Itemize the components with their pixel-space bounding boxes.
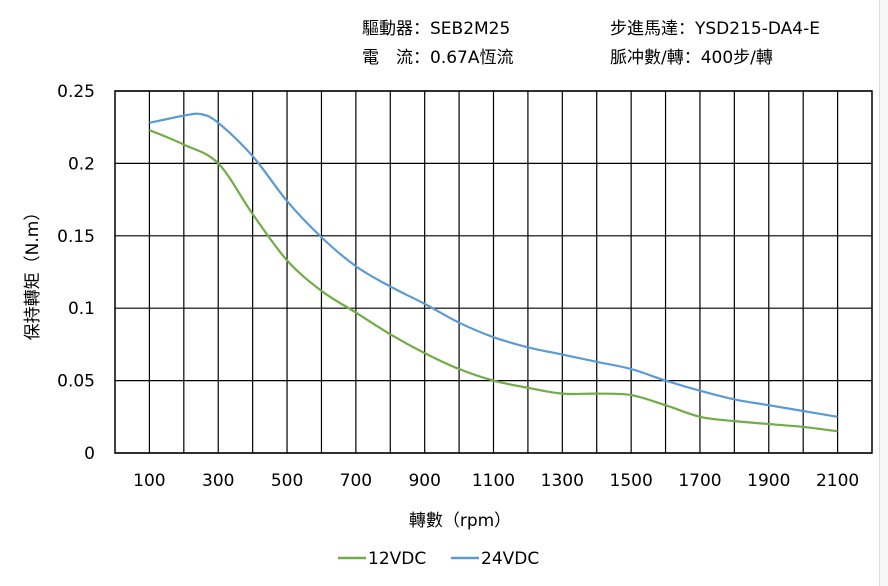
scrollbar-edge — [879, 0, 888, 586]
y-tick-label: 0.1 — [68, 299, 95, 319]
series-line-12VDC — [148, 129, 838, 433]
x-tick-label: 2100 — [816, 471, 859, 491]
x-tick-label: 1500 — [610, 471, 653, 491]
x-tick-label: 900 — [408, 471, 440, 491]
current-info: 電 流：0.67A恆流 — [362, 43, 513, 68]
y-axis-label: 保持轉矩（N.m） — [23, 204, 43, 341]
y-tick-label: 0.25 — [57, 82, 95, 102]
current-value: 0.67A恆流 — [430, 48, 514, 68]
current-label: 電 流： — [362, 48, 430, 68]
driver-label: 驅動器： — [362, 19, 430, 39]
x-tick-label: 300 — [202, 471, 234, 491]
x-tick-label: 700 — [340, 471, 372, 491]
series-line-24VDC — [149, 112, 838, 418]
driver-value: SEB2M25 — [430, 19, 511, 39]
x-axis-label: 轉數（rpm） — [409, 511, 511, 531]
x-tick-label: 1900 — [747, 471, 790, 491]
pulse-label: 脈冲數/轉： — [610, 48, 701, 68]
legend-label: 24VDC — [481, 549, 539, 569]
pulse-info: 脈冲數/轉：400步/轉 — [610, 43, 773, 68]
x-tick-label: 1700 — [678, 471, 721, 491]
y-tick-label: 0.05 — [57, 372, 95, 392]
x-tick-label: 500 — [271, 471, 303, 491]
plot-border — [114, 90, 873, 454]
driver-info: 驅動器：SEB2M25 — [362, 14, 510, 39]
legend-label: 12VDC — [368, 549, 426, 569]
y-tick-label: 0.15 — [57, 227, 95, 247]
y-tick-label: 0 — [84, 444, 95, 464]
x-tick-label: 1300 — [541, 471, 584, 491]
motor-label: 步進馬達： — [610, 19, 695, 39]
x-tick-label: 1100 — [472, 471, 515, 491]
y-tick-label: 0.2 — [68, 154, 95, 174]
motor-info: 步進馬達：YSD215-DA4-E — [610, 14, 820, 39]
motor-value: YSD215-DA4-E — [695, 19, 820, 39]
x-tick-label: 100 — [133, 471, 165, 491]
pulse-value: 400步/轉 — [700, 48, 773, 68]
